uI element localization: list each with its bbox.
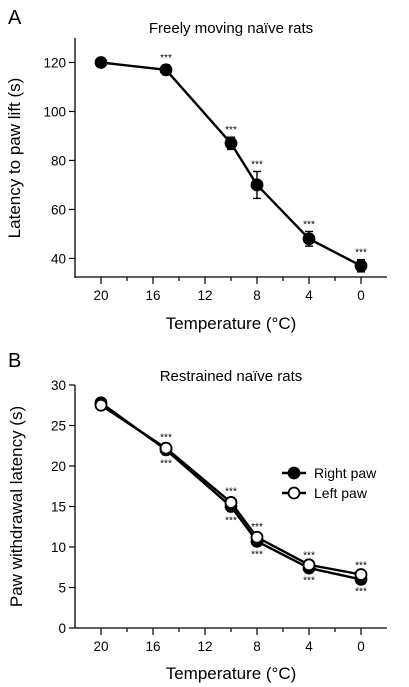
panel-letter: B (8, 350, 21, 372)
y-tick-label: 0 (58, 621, 66, 636)
data-point (94, 56, 108, 69)
data-point (250, 178, 264, 192)
y-tick-label: 15 (51, 500, 66, 515)
legend-marker (287, 466, 301, 480)
series-line (100, 61, 362, 267)
significance-label: *** (225, 487, 237, 498)
data-point (224, 136, 238, 150)
x-axis-label: Temperature (°C) (166, 314, 297, 333)
x-axis-label: Temperature (°C) (166, 664, 297, 683)
y-tick-label: 100 (43, 104, 66, 119)
x-tick-label: 16 (145, 288, 160, 303)
data-point (159, 63, 173, 77)
y-tick-label: 20 (51, 459, 66, 474)
x-tick-label: 16 (145, 639, 160, 654)
significance-label: *** (355, 560, 367, 571)
x-tick-label: 20 (93, 288, 108, 303)
data-point (224, 496, 238, 509)
x-tick-label: 8 (253, 288, 261, 303)
y-tick-label: 10 (51, 540, 66, 555)
data-point (94, 398, 108, 412)
legend-label: Right paw (314, 465, 377, 481)
significance-label: *** (303, 575, 315, 586)
significance-label: *** (355, 587, 367, 598)
significance-label: *** (251, 549, 263, 560)
significance-label: *** (160, 53, 172, 64)
chart-title: Restrained naïve rats (160, 368, 303, 385)
panel-b: B Restrained naïve rats 0 5 10 15 20 25 30 20 16 12… (7, 350, 387, 683)
significance-label: *** (251, 522, 263, 533)
x-tick-label: 20 (93, 639, 108, 654)
legend-marker (287, 486, 301, 500)
x-tick-label: 12 (197, 288, 212, 303)
data-point (354, 568, 368, 581)
x-tick-label: 4 (305, 639, 313, 654)
x-tick-label: 8 (253, 639, 261, 654)
y-axis-label: Paw withdrawal latency (s) (7, 406, 26, 607)
data-point (302, 232, 316, 246)
x-tick-label: 4 (305, 288, 313, 303)
x-tick-label: 12 (197, 639, 212, 654)
x-tick-label: 0 (357, 288, 365, 303)
significance-label: *** (355, 248, 367, 259)
y-axis-label: Latency to paw lift (s) (5, 78, 24, 239)
y-tick-label: 120 (43, 55, 66, 70)
significance-label: *** (251, 159, 263, 170)
x-tick-label: 0 (357, 639, 365, 654)
significance-label: *** (160, 432, 172, 443)
data-point (302, 558, 316, 572)
series-line (100, 404, 362, 576)
significance-label: *** (225, 515, 237, 526)
y-tick-label: 5 (58, 581, 66, 596)
y-tick-label: 80 (51, 153, 66, 168)
legend-label: Left paw (314, 485, 368, 501)
data-point (159, 441, 173, 455)
y-tick-label: 25 (51, 419, 66, 434)
chart-title: Freely moving naïve rats (149, 20, 313, 37)
data-point (354, 259, 368, 273)
y-tick-label: 30 (51, 378, 66, 393)
y-tick-label: 40 (51, 251, 66, 266)
significance-label: *** (160, 459, 172, 470)
significance-label: *** (225, 125, 237, 136)
data-point (250, 530, 264, 544)
significance-label: *** (303, 219, 315, 230)
y-tick-label: 60 (51, 202, 66, 217)
significance-label: *** (303, 551, 315, 562)
panel-letter: A (8, 7, 22, 29)
